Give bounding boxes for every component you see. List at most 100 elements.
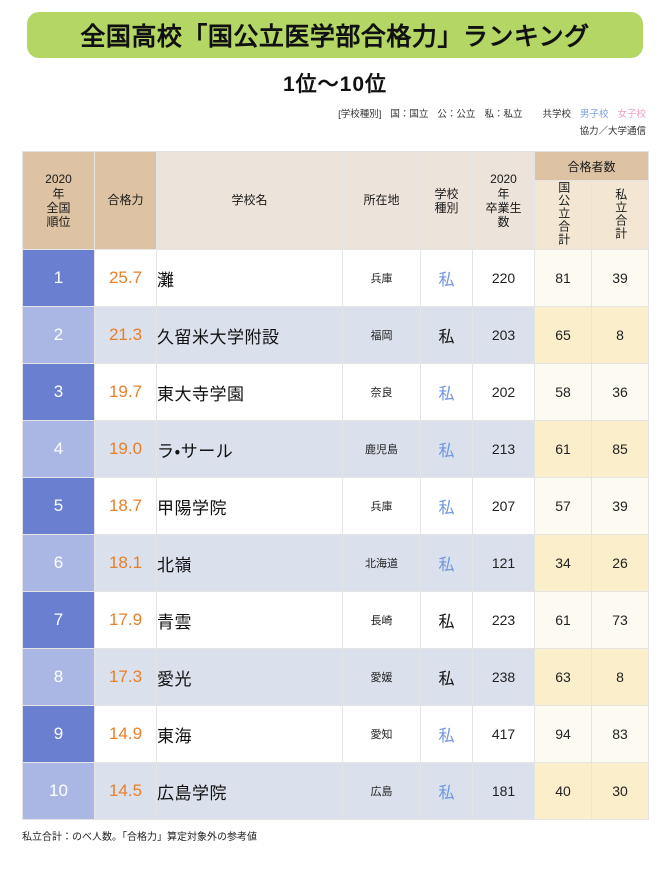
cell-private-total: 8 <box>590 306 650 365</box>
cell-location: 奈良 <box>342 363 421 422</box>
legend-credit: 協力／大学通信 <box>579 125 646 137</box>
cell-school-name: 広島学院 <box>156 762 343 821</box>
cell-private-total: 73 <box>590 591 650 650</box>
cell-school-type: 私 <box>420 534 473 593</box>
cell-school-name: 甲陽学院 <box>156 477 343 536</box>
cell-private-total: 36 <box>590 363 650 422</box>
page-title: 全国高校「国公立医学部合格力」ランキング <box>80 23 590 51</box>
cell-national-total: 63 <box>534 648 592 707</box>
cell-location: 兵庫 <box>342 477 421 536</box>
cell-national-total: 94 <box>534 705 592 764</box>
cell-school-type: 私 <box>420 648 473 707</box>
cell-school-name: 久留米大学附設 <box>156 306 343 365</box>
legend-kokuritsu: 国：国立 <box>390 109 429 120</box>
cell-school-name: 青雲 <box>156 591 343 650</box>
table-body: 1 25.7 灘兵庫私 220 81 39 2 21.3 久留米大学附設 福岡私 203 65 8 3 19… <box>22 249 650 821</box>
cell-location: 広島 <box>342 762 421 821</box>
cell-school-type: 私 <box>420 591 473 650</box>
header-national-total: 国公立合計 <box>534 180 592 251</box>
table-header-row-group: 2020 年 全国 順位 合格力 学校名 所在地 学校 種別 2020 年 卒業生 <box>22 151 650 251</box>
table-row: 5 18.7 甲陽学院 兵庫私 207 57 39 <box>22 477 650 536</box>
cell-location: 愛知 <box>342 705 421 764</box>
cell-power: 19.7 <box>94 363 157 422</box>
cell-location: 鹿児島 <box>342 420 421 479</box>
cell-school-type: 私 <box>420 249 473 308</box>
header-rank: 2020 年 全国 順位 <box>22 151 95 251</box>
cell-location: 兵庫 <box>342 249 421 308</box>
cell-private-total: 8 <box>590 648 650 707</box>
legend-school-types: [学校種別] 国：国立 公：公立 私：私立 共学校 男子校 女子校 <box>0 108 646 123</box>
header-private-total: 私立合計 <box>590 180 650 251</box>
cell-private-total: 83 <box>590 705 650 764</box>
cell-national-total: 57 <box>534 477 592 536</box>
cell-graduates: 121 <box>472 534 535 593</box>
cell-private-total: 39 <box>590 477 650 536</box>
cell-school-name: 北嶺 <box>156 534 343 593</box>
cell-rank: 7 <box>22 591 95 650</box>
header-group-pass-count: 合格者数 <box>533 151 650 182</box>
cell-school-name: 愛光 <box>156 648 343 707</box>
cell-rank: 2 <box>22 306 95 365</box>
title-banner: 全国高校「国公立医学部合格力」ランキング <box>27 12 643 58</box>
cell-power: 14.9 <box>94 705 157 764</box>
cell-school-name: 東大寺学園 <box>156 363 343 422</box>
cell-graduates: 202 <box>472 363 535 422</box>
legend-coed: 共学校 <box>542 109 571 120</box>
header-school-type: 学校 種別 <box>420 151 473 251</box>
header-location: 所在地 <box>342 151 421 251</box>
cell-private-total: 30 <box>590 762 650 821</box>
table-row: 7 17.9 青雲 長崎私 223 61 73 <box>22 591 650 650</box>
cell-school-type: 私 <box>420 363 473 422</box>
table-row: 8 17.3 愛光 愛媛私 238 63 8 <box>22 648 650 707</box>
cell-national-total: 40 <box>534 762 592 821</box>
cell-rank: 5 <box>22 477 95 536</box>
cell-national-total: 34 <box>534 534 592 593</box>
cell-graduates: 220 <box>472 249 535 308</box>
cell-private-total: 39 <box>590 249 650 308</box>
cell-rank: 4 <box>22 420 95 479</box>
cell-power: 14.5 <box>94 762 157 821</box>
footnote: 私立合計：のべ人数。「合格力」算定対象外の参考値 <box>22 832 257 844</box>
cell-location: 長崎 <box>342 591 421 650</box>
legend: [学校種別] 国：国立 公：公立 私：私立 共学校 男子校 女子校 協力／大学通信 <box>0 108 670 139</box>
cell-school-type: 私 <box>420 477 473 536</box>
cell-location: 北海道 <box>342 534 421 593</box>
header-graduates: 2020 年 卒業生 数 <box>472 151 535 251</box>
cell-power: 18.7 <box>94 477 157 536</box>
table-header-row-sub: 国公立合計 私立合計 <box>23 180 650 251</box>
legend-koritsu: 公：公立 <box>437 109 476 120</box>
cell-graduates: 213 <box>472 420 535 479</box>
legend-prefix: [学校種別] <box>338 109 382 120</box>
cell-rank: 3 <box>22 363 95 422</box>
cell-national-total: 58 <box>534 363 592 422</box>
ranking-table-container: 2020 年 全国 順位 合格力 学校名 所在地 学校 種別 2020 年 卒業生 <box>22 151 650 821</box>
header-power: 合格力 <box>94 151 157 251</box>
cell-school-name: 灘 <box>156 249 343 308</box>
cell-power: 25.7 <box>94 249 157 308</box>
legend-girls-school: 女子校 <box>617 109 646 120</box>
cell-rank: 8 <box>22 648 95 707</box>
cell-power: 18.1 <box>94 534 157 593</box>
cell-school-type: 私 <box>420 420 473 479</box>
table-row: 10 14.5 広島学院 広島私 181 40 30 <box>22 762 650 821</box>
cell-national-total: 65 <box>534 306 592 365</box>
cell-school-name: ラ・サール <box>156 420 343 479</box>
legend-shiritsu: 私：私立 <box>484 109 523 120</box>
table-row: 4 19.0 ラ・サール 鹿児島私 213 61 85 <box>22 420 650 479</box>
header-school-name: 学校名 <box>156 151 343 251</box>
cell-power: 17.3 <box>94 648 157 707</box>
cell-power: 21.3 <box>94 306 157 365</box>
table-row: 2 21.3 久留米大学附設 福岡私 203 65 8 <box>22 306 650 365</box>
cell-graduates: 238 <box>472 648 535 707</box>
cell-graduates: 223 <box>472 591 535 650</box>
cell-power: 19.0 <box>94 420 157 479</box>
cell-private-total: 26 <box>590 534 650 593</box>
cell-graduates: 181 <box>472 762 535 821</box>
cell-rank: 1 <box>22 249 95 308</box>
cell-national-total: 81 <box>534 249 592 308</box>
table-row: 3 19.7 東大寺学園 奈良私 202 58 36 <box>22 363 650 422</box>
cell-power: 17.9 <box>94 591 157 650</box>
cell-location: 福岡 <box>342 306 421 365</box>
table-row: 6 18.1 北嶺 北海道私 121 34 26 <box>22 534 650 593</box>
